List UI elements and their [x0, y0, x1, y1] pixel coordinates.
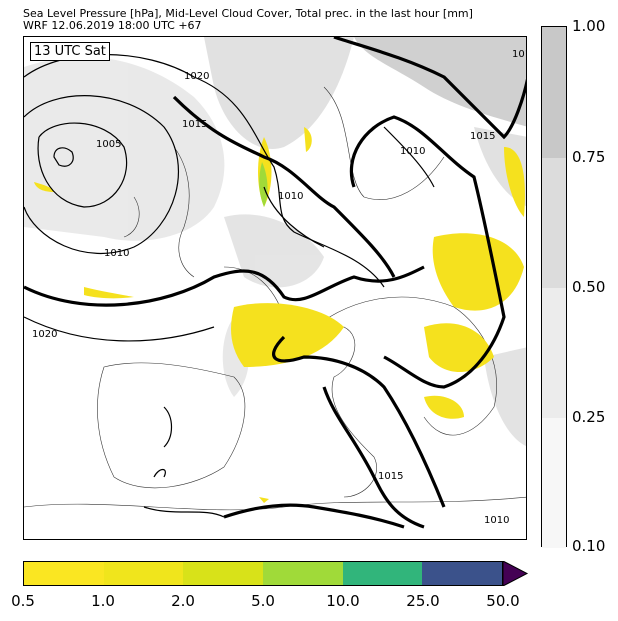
colorbar-tick: 5.0	[251, 592, 275, 610]
isobar-label: 1010	[278, 191, 303, 202]
isobar-labels: 1020 1015 1005 1010 1020 1010 1010 1015 …	[32, 49, 527, 526]
map-panel: 1020 1015 1005 1010 1020 1010 1010 1015 …	[23, 36, 527, 540]
colorbar-tick: 10.0	[326, 592, 360, 610]
isobar-label: 1010	[484, 515, 509, 526]
colorbar-segment	[24, 562, 104, 585]
colorbar-segment	[542, 27, 566, 158]
colorbar-tick: 25.0	[406, 592, 440, 610]
precip-heavy-patch	[259, 162, 268, 207]
figure-title: Sea Level Pressure [hPa], Mid-Level Clou…	[23, 7, 473, 20]
isobar-label: 1015	[182, 119, 207, 130]
valid-time-label: 13 UTC Sat	[30, 42, 110, 61]
isobar-label: 1010	[400, 146, 425, 157]
colorbar-segment	[422, 562, 503, 585]
coastlines	[24, 86, 526, 511]
isobar-label: 1005	[96, 139, 121, 150]
colorbar-segment	[542, 418, 566, 548]
colorbar-segment	[103, 562, 184, 585]
isobar-label: 1010	[512, 49, 527, 60]
isobar-label: 1015	[470, 131, 495, 142]
colorbar-tick: 0.5	[11, 592, 35, 610]
colorbar-tick: 1.0	[91, 592, 115, 610]
colorbar-segment	[183, 562, 264, 585]
colorbar-tick: 0.10	[572, 537, 606, 555]
isobar-label: 1020	[32, 329, 57, 340]
colorbar-tick: 0.75	[572, 148, 606, 166]
colorbar-tick: 0.50	[572, 278, 606, 296]
cloud-cover-colorbar	[541, 26, 567, 548]
colorbar-tick: 50.0	[486, 592, 520, 610]
precipitation-colorbar	[23, 561, 503, 586]
colorbar-segment	[263, 562, 343, 585]
colorbar-segment	[542, 158, 566, 288]
colorbar-tick: 1.00	[572, 17, 606, 35]
colorbar-segment	[542, 288, 566, 418]
isobar-label: 1010	[104, 248, 129, 259]
colorbar-extend-arrow	[503, 561, 529, 586]
isobars	[24, 37, 526, 529]
map-svg: 1020 1015 1005 1010 1020 1010 1010 1015 …	[24, 37, 527, 529]
colorbar-tick: 0.25	[572, 408, 606, 426]
isobar-label: 1015	[378, 471, 403, 482]
colorbar-tick: 2.0	[171, 592, 195, 610]
figure-subtitle: WRF 12.06.2019 18:00 UTC +67	[23, 19, 202, 32]
isobar-label: 1020	[184, 71, 209, 82]
precipitation	[34, 127, 525, 503]
colorbar-segment	[342, 562, 423, 585]
